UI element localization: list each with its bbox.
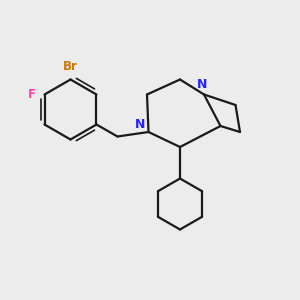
Text: F: F: [28, 88, 36, 101]
Text: Br: Br: [63, 60, 78, 73]
Text: N: N: [197, 78, 208, 91]
Text: N: N: [134, 118, 145, 130]
